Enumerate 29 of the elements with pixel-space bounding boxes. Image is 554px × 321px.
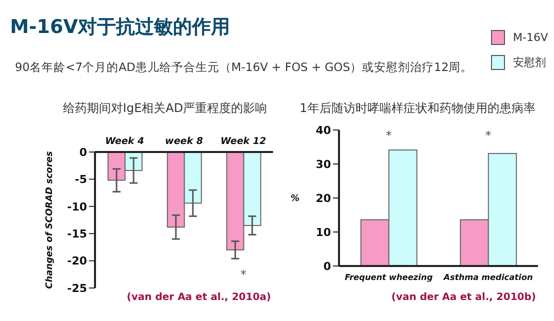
x-tick-label: Week 12 [220, 136, 267, 147]
x-tick-label: Week 4 [105, 136, 145, 147]
annotation: * [386, 128, 392, 143]
annotation: * [485, 128, 492, 143]
legend-label: 安慰剂 [513, 55, 546, 70]
x-tick-label: week 8 [165, 136, 204, 147]
text: 90名年龄<7个月的AD患儿给予合生元（M-16V + FOS + GOS）或安慰剂治疗12周。 [15, 60, 473, 75]
y-tick-label: 0 [323, 260, 332, 273]
x-tick-label: Frequent wheezing [344, 272, 433, 282]
text: (van der Aa et al., 2010a) [126, 292, 271, 303]
y-tick-label: 10 [316, 226, 332, 239]
chart-title: 给药期间对IgE相关AD严重程度的影响 [62, 100, 268, 117]
text: (van der Aa et al., 2010b) [390, 292, 537, 303]
y-tick-label: -5 [74, 173, 87, 186]
y-tick-label: -25 [67, 282, 87, 295]
legend-label: M-16V [513, 31, 548, 44]
text: M-16V对于抗过敏的作用 [10, 15, 230, 40]
y-axis-title: Changes of SCORAD scores [45, 150, 56, 289]
annotation: * [240, 268, 246, 282]
y-tick-label: 30 [316, 158, 332, 171]
y-tick-label: 0 [79, 146, 88, 159]
chart-title: 1年后随访时哮喘样症状和药物使用的患病率 [298, 100, 536, 117]
y-tick-label: -20 [67, 254, 88, 268]
y-tick-label: 40 [316, 124, 332, 137]
y-tick-label: -10 [67, 200, 88, 214]
y-tick-label: 20 [316, 192, 332, 205]
y-axis-title: % [290, 194, 300, 204]
y-tick-label: -15 [67, 228, 87, 241]
x-tick-label: Asthma medication [442, 272, 533, 282]
